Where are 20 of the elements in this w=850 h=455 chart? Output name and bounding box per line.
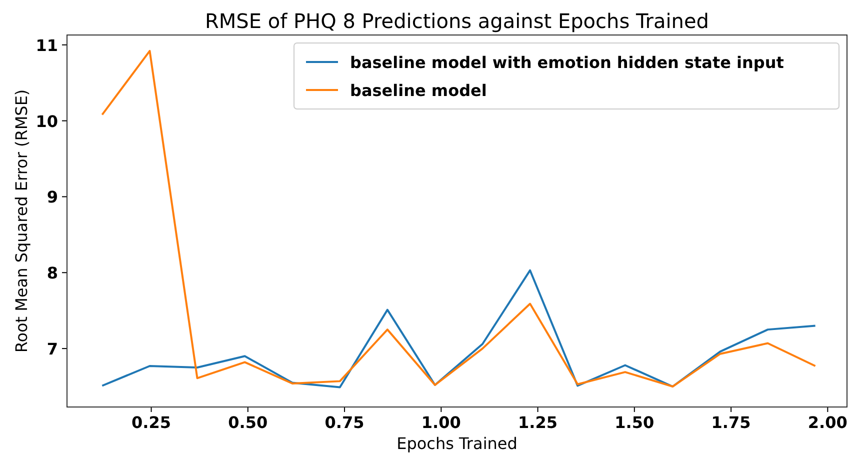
x-axis-title: Epochs Trained xyxy=(396,434,518,453)
y-tick-label: 8 xyxy=(46,264,58,283)
y-tick-label: 10 xyxy=(36,112,58,131)
x-tick-label: 0.50 xyxy=(228,413,268,432)
x-tick-label: 1.75 xyxy=(711,413,751,432)
y-tick-label: 11 xyxy=(36,36,58,55)
y-tick-label: 9 xyxy=(46,188,58,207)
x-tick-label: 1.25 xyxy=(518,413,558,432)
chart-title: RMSE of PHQ 8 Predictions against Epochs Trained xyxy=(205,9,709,33)
y-axis-title: Root Mean Squared Error (RMSE) xyxy=(12,89,31,353)
x-tick-label: 1.50 xyxy=(614,413,654,432)
line-series xyxy=(101,269,816,388)
legend-label: baseline model xyxy=(350,81,487,100)
x-tick-label: 0.75 xyxy=(324,413,364,432)
x-tick-label: 0.25 xyxy=(132,413,172,432)
y-tick-label: 7 xyxy=(46,340,58,359)
legend-label: baseline model with emotion hidden state input xyxy=(350,53,784,72)
line-series xyxy=(101,50,816,388)
x-tick-label: 1.00 xyxy=(421,413,461,432)
x-tick-label: 2.00 xyxy=(808,413,848,432)
